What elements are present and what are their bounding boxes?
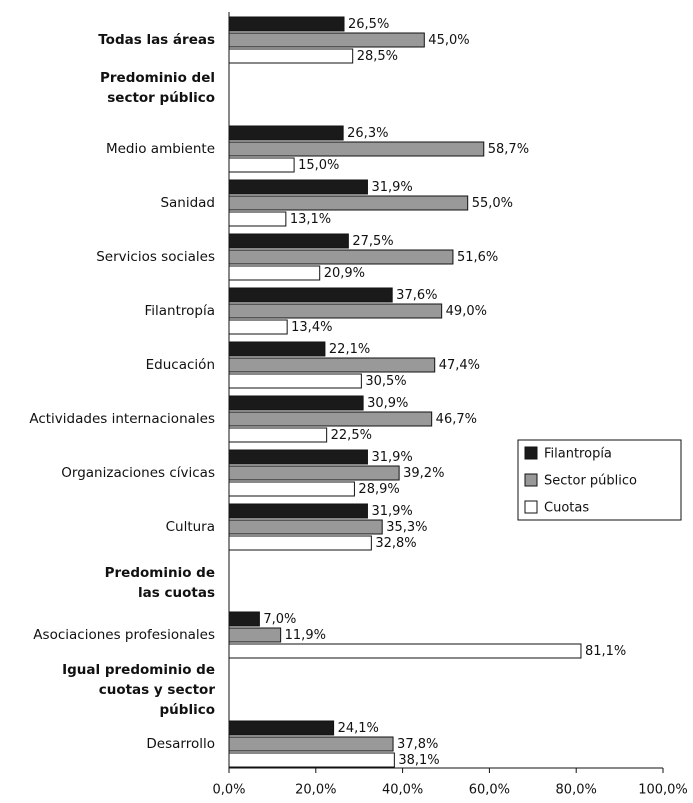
category-label: Servicios sociales — [96, 249, 215, 265]
data-label: 39,2% — [403, 466, 444, 481]
bar — [228, 427, 328, 443]
category-label: Asociaciones profesionales — [33, 627, 215, 643]
category-label: Medio ambiente — [105, 141, 215, 157]
data-label: 81,1% — [585, 644, 626, 659]
data-label: 27,5% — [352, 234, 393, 249]
data-label: 58,7% — [488, 142, 529, 157]
data-label: 47,4% — [439, 358, 480, 373]
data-label: 26,5% — [348, 17, 389, 32]
bar — [228, 16, 345, 32]
data-label: 31,9% — [371, 450, 412, 465]
bar — [228, 157, 295, 173]
bar — [228, 287, 393, 303]
category-label: Filantropía — [144, 303, 215, 319]
bar — [228, 395, 364, 411]
bar — [228, 481, 355, 497]
data-label: 31,9% — [371, 180, 412, 195]
data-label: 31,9% — [371, 504, 412, 519]
bar — [228, 303, 443, 319]
data-label: 13,1% — [290, 212, 331, 227]
category-label: Actividades internacionales — [29, 411, 215, 427]
data-label: 13,4% — [291, 320, 332, 335]
data-label: 22,5% — [331, 428, 372, 443]
data-label: 30,5% — [365, 374, 406, 389]
bar — [228, 211, 287, 227]
data-label: 28,5% — [357, 49, 398, 64]
category-label: Cultura — [165, 519, 215, 535]
data-label: 32,8% — [375, 536, 416, 551]
legend-swatch — [524, 500, 538, 514]
bar — [228, 341, 326, 357]
bar — [228, 465, 400, 481]
x-tick-label: 100,0% — [638, 783, 688, 798]
group-header: Predominio del sector público — [99, 70, 215, 106]
bar — [228, 736, 394, 752]
bar — [228, 319, 288, 335]
bar — [228, 141, 485, 157]
data-label: 30,9% — [367, 396, 408, 411]
x-tick-label: 20,0% — [295, 783, 336, 798]
group-header: Igual predominio de cuotas y sector públ… — [62, 662, 215, 718]
bar — [228, 233, 349, 249]
data-label: 55,0% — [472, 196, 513, 211]
category-label: Educación — [145, 357, 215, 373]
data-label: 49,0% — [446, 304, 487, 319]
category-label: Todas las áreas — [98, 32, 215, 48]
bar — [228, 195, 469, 211]
bar — [228, 249, 454, 265]
category-label: Desarrollo — [146, 736, 215, 752]
data-label: 24,1% — [338, 721, 379, 736]
data-label: 7,0% — [263, 612, 296, 627]
data-label: 38,1% — [398, 753, 439, 768]
x-tick-label: 0,0% — [212, 783, 245, 798]
data-label: 22,1% — [329, 342, 370, 357]
data-label: 37,6% — [396, 288, 437, 303]
bar — [228, 411, 433, 427]
data-label: 11,9% — [285, 628, 326, 643]
x-tick-label: 60,0% — [469, 783, 510, 798]
data-label: 46,7% — [436, 412, 477, 427]
bar — [228, 357, 436, 373]
bar — [228, 627, 282, 643]
data-label: 26,3% — [347, 126, 388, 141]
bar — [228, 125, 344, 141]
bar — [228, 720, 335, 736]
legend-label: Sector público — [544, 474, 637, 489]
legend-swatch — [524, 446, 538, 460]
bar — [228, 179, 368, 195]
legend-label: Cuotas — [544, 501, 589, 516]
bar — [228, 519, 383, 535]
x-tick-label: 80,0% — [556, 783, 597, 798]
bar — [228, 265, 321, 281]
group-header: Predominio de las cuotas — [104, 565, 215, 601]
bar — [228, 48, 354, 64]
bar — [228, 535, 372, 551]
legend-label: Filantropía — [544, 447, 612, 462]
data-label: 28,9% — [358, 482, 399, 497]
bar — [228, 373, 362, 389]
bar — [228, 32, 425, 48]
data-label: 15,0% — [298, 158, 339, 173]
bar — [228, 643, 582, 659]
legend-box — [517, 439, 682, 521]
data-label: 20,9% — [324, 266, 365, 281]
legend-swatch — [524, 473, 538, 487]
data-label: 35,3% — [386, 520, 427, 535]
bar — [228, 611, 260, 627]
data-label: 45,0% — [428, 33, 469, 48]
category-label: Sanidad — [160, 195, 215, 211]
data-label: 51,6% — [457, 250, 498, 265]
bar — [228, 449, 368, 465]
bar — [228, 503, 368, 519]
category-label: Organizaciones cívicas — [61, 465, 215, 481]
data-label: 37,8% — [397, 737, 438, 752]
bar — [228, 752, 395, 768]
x-tick-label: 40,0% — [382, 783, 423, 798]
